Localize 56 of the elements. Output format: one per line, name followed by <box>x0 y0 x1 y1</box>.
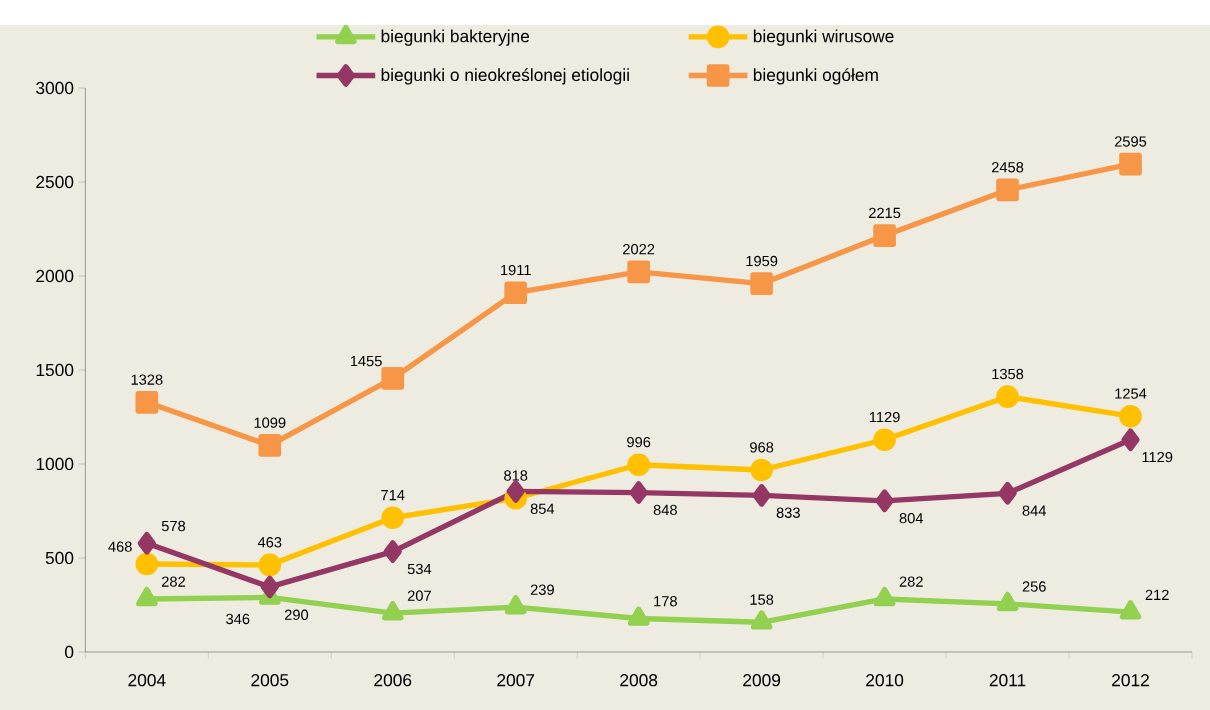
data-label: 818 <box>504 470 528 481</box>
data-label: 1129 <box>869 411 900 423</box>
data-label: 854 <box>530 503 555 514</box>
x-tick-label: 2007 <box>497 674 535 687</box>
data-label: 2595 <box>1114 136 1147 147</box>
data-label: 1911 <box>501 264 531 276</box>
x-tick-label: 2008 <box>620 674 658 687</box>
data-label: 282 <box>161 576 185 587</box>
data-label: 212 <box>1145 589 1169 600</box>
legend-label: biegunki wirusowe <box>753 29 894 46</box>
data-label: 1455 <box>350 356 382 367</box>
data-label: 804 <box>899 512 924 524</box>
x-tick-label: 2006 <box>374 674 412 687</box>
y-tick-label: 500 <box>45 551 74 565</box>
data-label: 2022 <box>623 244 655 255</box>
x-tick-label: 2011 <box>989 674 1026 687</box>
data-label: 1358 <box>992 368 1024 380</box>
legend-label: biegunki bakteryjne <box>381 29 530 46</box>
data-label: 282 <box>899 576 923 587</box>
legend-label: biegunki o nieokreślonej etiologii <box>381 68 629 85</box>
data-label: 844 <box>1022 505 1046 516</box>
data-label: 1099 <box>254 417 286 428</box>
y-tick-label: 3000 <box>36 81 74 95</box>
data-label: 1328 <box>131 374 163 385</box>
y-tick-label: 0 <box>65 645 74 659</box>
data-label: 996 <box>627 436 651 448</box>
data-label: 833 <box>776 507 800 518</box>
data-label: 2215 <box>869 207 901 219</box>
data-label: 178 <box>654 596 677 607</box>
data-label: 346 <box>226 613 250 625</box>
x-tick-label: 2004 <box>128 674 166 687</box>
data-label: 468 <box>108 541 132 552</box>
data-label: 158 <box>750 594 774 605</box>
data-label: 463 <box>257 537 282 548</box>
data-label: 1129 <box>1142 451 1173 463</box>
x-tick-label: 2005 <box>251 674 289 687</box>
y-tick-label: 1500 <box>36 363 74 377</box>
data-label: 578 <box>161 520 186 532</box>
data-label: 207 <box>407 590 431 601</box>
data-label: 1959 <box>746 255 778 267</box>
data-label: 714 <box>381 490 405 501</box>
data-label: 968 <box>750 442 774 453</box>
data-label: 1254 <box>1115 388 1147 399</box>
x-tick-label: 2009 <box>743 674 781 687</box>
x-tick-label: 2010 <box>866 674 904 687</box>
data-label: 256 <box>1022 581 1046 592</box>
legend-label: biegunki ogółem <box>753 68 878 85</box>
y-tick-label: 2000 <box>36 269 74 283</box>
data-label: 848 <box>653 504 677 516</box>
data-label: 239 <box>530 584 554 595</box>
data-label: 534 <box>407 563 432 575</box>
y-tick-label: 1000 <box>36 457 74 471</box>
data-label: 2458 <box>991 162 1024 173</box>
x-tick-label: 2012 <box>1112 674 1149 687</box>
data-label: 290 <box>284 609 309 620</box>
y-tick-label: 2500 <box>36 175 74 189</box>
